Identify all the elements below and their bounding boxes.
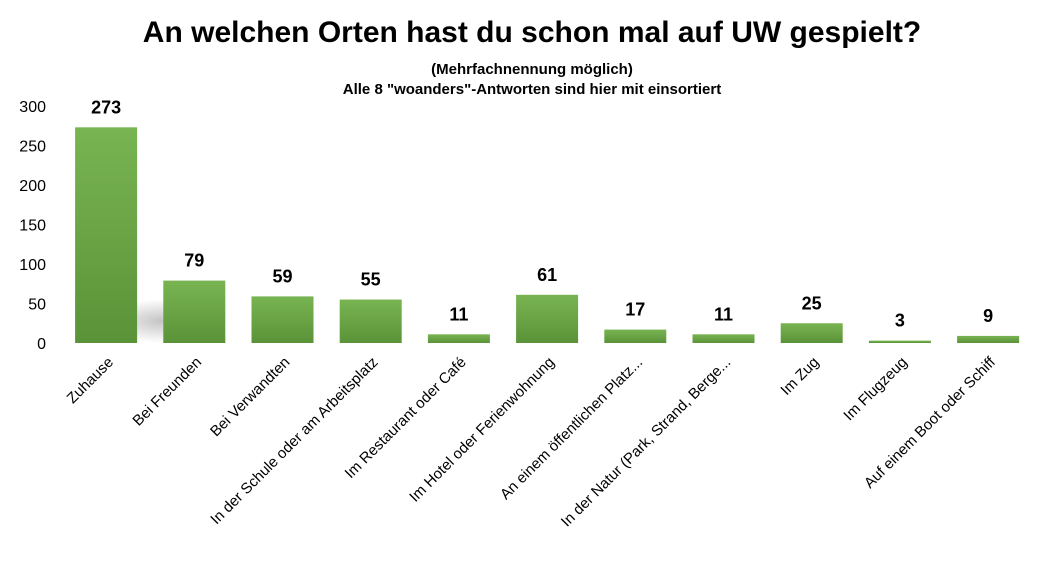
data-label: 273 [91, 97, 121, 117]
data-label: 79 [184, 251, 204, 271]
category-label: An einem öffentlichen Platz... [497, 354, 646, 503]
y-tick-label: 150 [19, 218, 46, 235]
data-label: 9 [983, 306, 993, 326]
y-tick-label: 250 [19, 139, 46, 156]
bar [163, 280, 226, 343]
bar [516, 294, 579, 343]
data-label: 3 [895, 311, 905, 331]
y-tick-label: 200 [19, 178, 46, 195]
bar [780, 323, 843, 343]
data-label: 11 [449, 304, 468, 324]
chart-subtitle-line-1: (Mehrfachnennung möglich) [431, 61, 633, 78]
y-tick-label: 0 [37, 336, 46, 353]
y-tick-label: 100 [19, 257, 46, 274]
bar [692, 334, 755, 343]
data-label: 61 [537, 265, 557, 285]
bar [251, 296, 314, 343]
data-label: 11 [714, 304, 733, 324]
chart-title: An welchen Orten hast du schon mal auf U… [142, 16, 922, 49]
category-label: Bei Verwandten [207, 354, 293, 440]
data-label: 59 [272, 266, 292, 286]
category-label: Im Hotel oder Ferienwohnung [406, 354, 558, 506]
data-label: 55 [361, 270, 381, 290]
category-label: In der Natur (Park, Strand, Berge... [558, 354, 735, 531]
chart-subtitle-line-2: Alle 8 "woanders"-Antworten sind hier mi… [342, 81, 722, 98]
category-label: Zuhause [64, 354, 117, 407]
category-label: Im Flugzeug [840, 354, 910, 424]
bar [957, 335, 1020, 343]
data-label: 17 [625, 300, 645, 320]
bar [604, 329, 667, 343]
y-tick-label: 300 [19, 99, 46, 116]
bar [868, 340, 931, 343]
data-label: 25 [802, 293, 822, 313]
category-label: In der Schule oder am Arbeitsplatz [207, 354, 381, 528]
y-tick-label: 50 [28, 297, 46, 314]
category-label: Bei Freunden [129, 354, 205, 430]
category-label: Im Zug [777, 354, 822, 399]
bar [427, 334, 490, 343]
bar [339, 299, 402, 343]
bar [75, 127, 138, 343]
